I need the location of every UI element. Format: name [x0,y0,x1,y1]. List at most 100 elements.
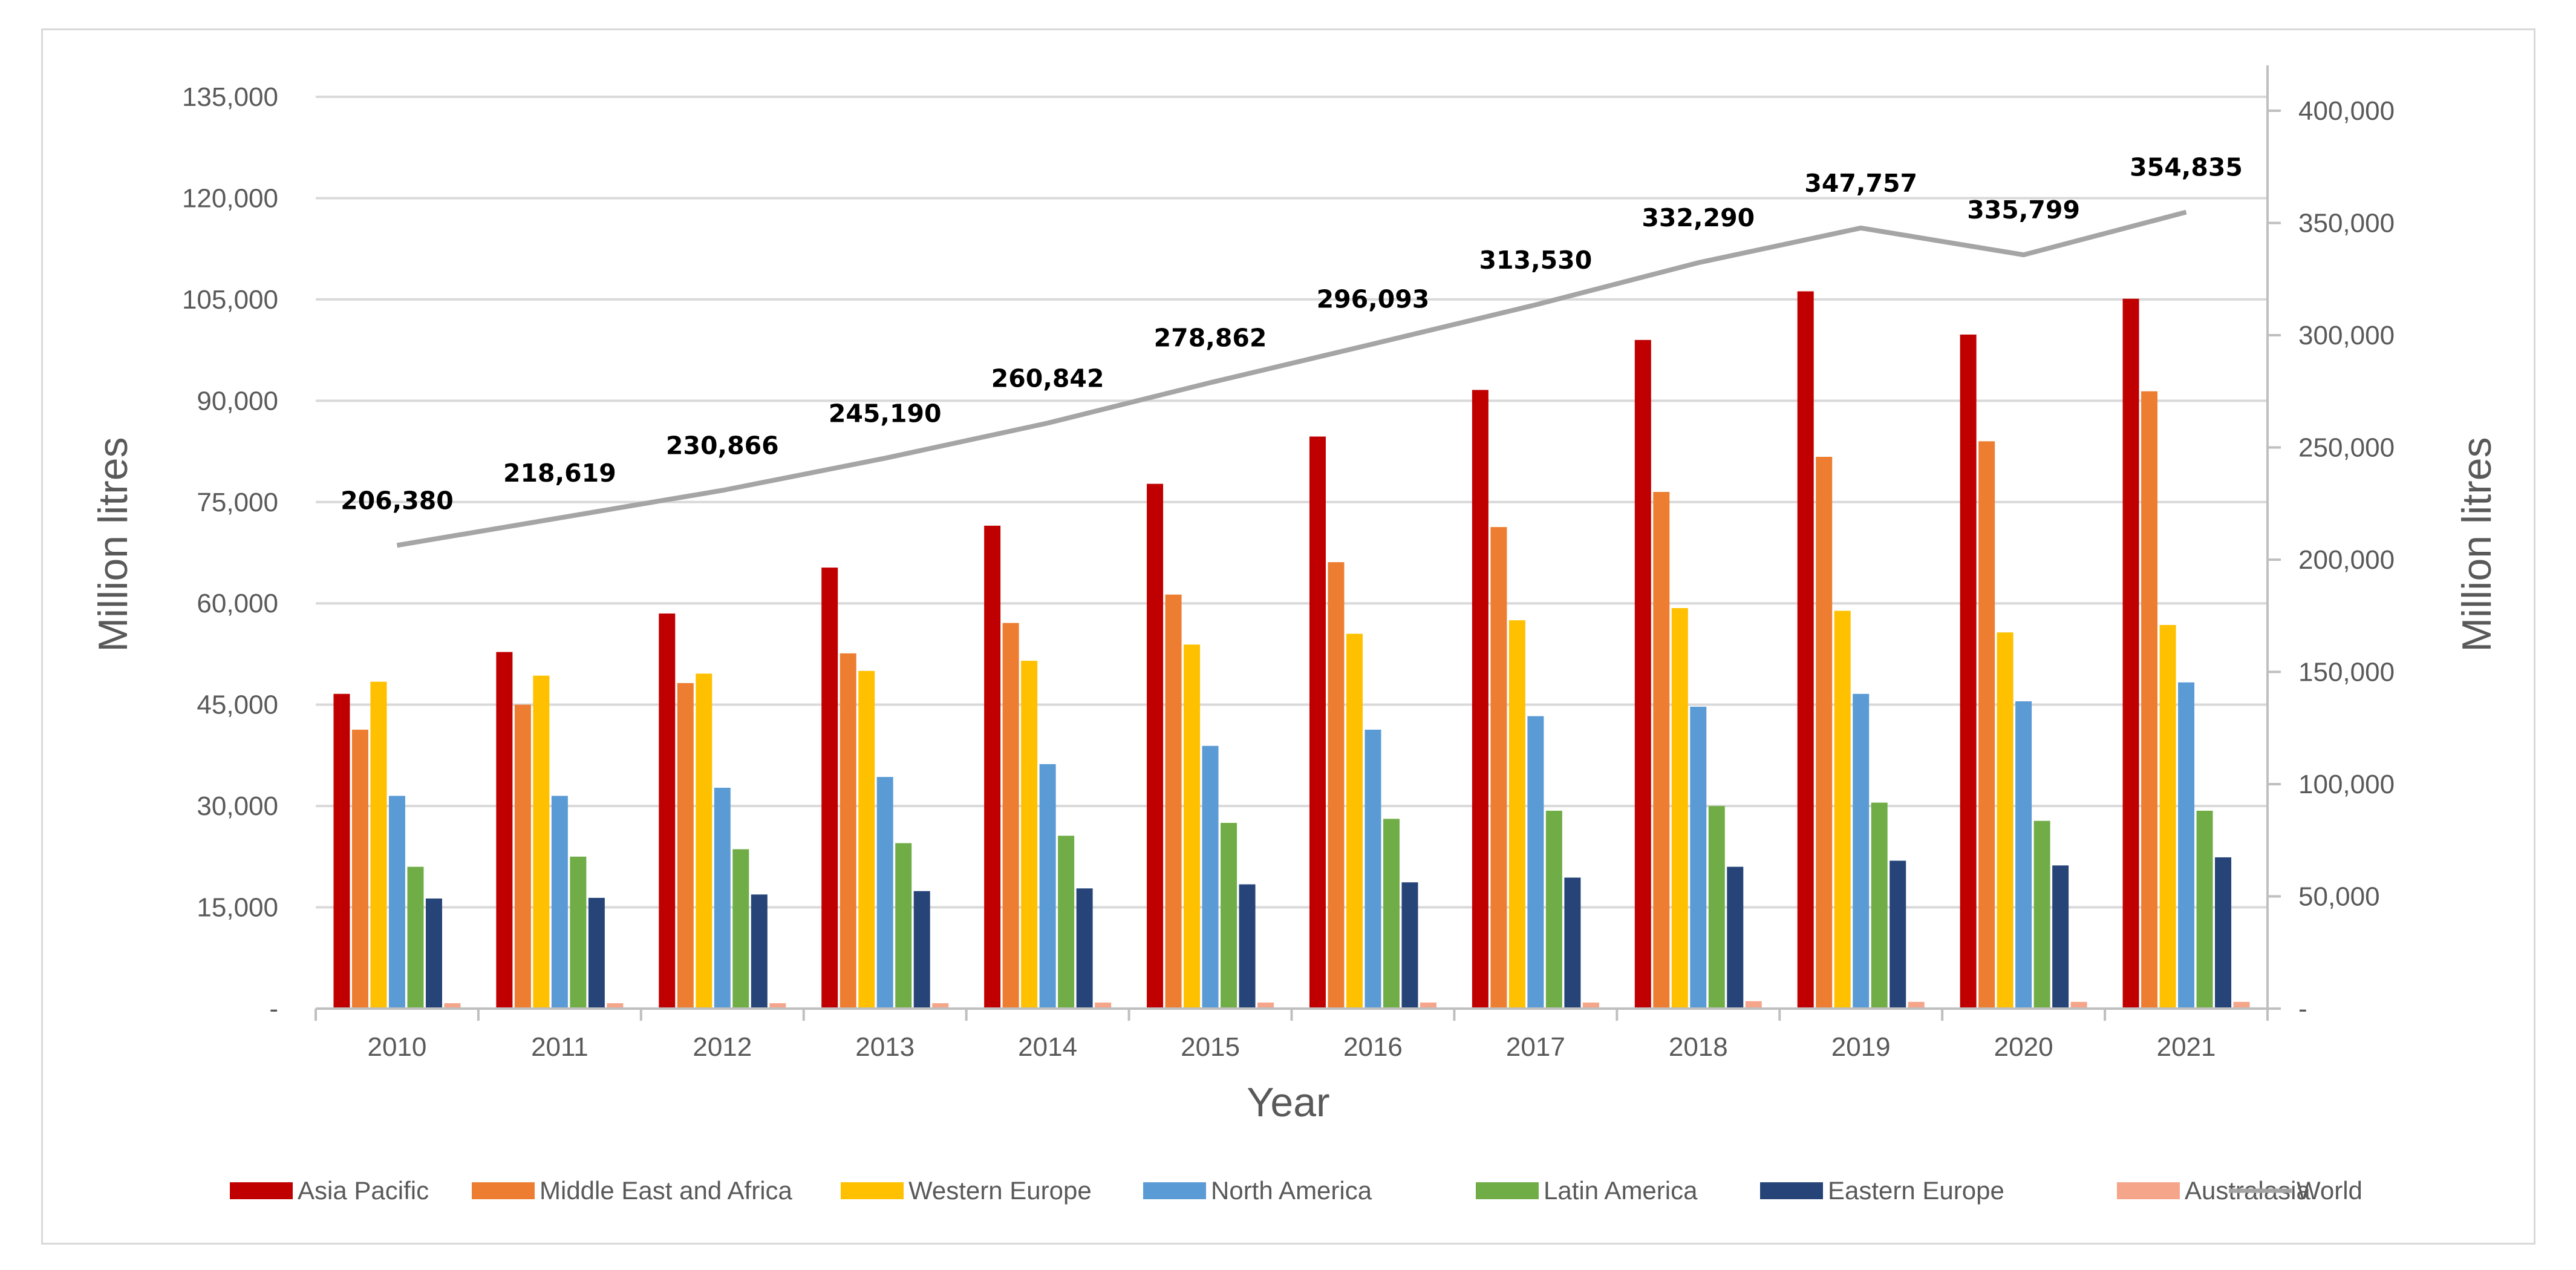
bar-eastern-europe [751,894,768,1009]
bar-latin-america [1058,836,1075,1009]
legend-swatch [1760,1182,1823,1199]
bar-western-europe [1508,620,1525,1009]
bar-asia-pacific [821,568,838,1009]
bar-latin-america [2196,810,2213,1009]
bar-eastern-europe [1076,888,1093,1009]
y2-tick-label: 250,000 [2298,433,2395,463]
bar-western-europe [2159,624,2176,1009]
legend-swatch [1143,1182,1206,1199]
bar-western-europe [858,670,875,1009]
legend-label: North America [1211,1176,1372,1205]
bar-middle-east-and-africa [1002,623,1019,1009]
bar-eastern-europe [1239,884,1256,1009]
world-data-label: 218,619 [503,459,616,488]
bar-eastern-europe [1890,860,1906,1009]
bar-asia-pacific [1309,436,1326,1009]
bar-latin-america [1383,819,1400,1009]
x-tick-label: 2014 [1018,1032,1077,1062]
y2-tick-label: 350,000 [2298,209,2395,238]
bar-western-europe [1997,632,2014,1009]
bar-western-europe [1184,644,1201,1009]
world-data-label: 332,290 [1642,203,1755,232]
bar-eastern-europe [2215,857,2232,1009]
bar-australasia [1095,1002,1112,1009]
bar-latin-america [895,843,912,1009]
legend-label: Western Europe [908,1176,1092,1205]
world-data-label: 354,835 [2130,153,2243,182]
x-tick-label: 2010 [368,1032,427,1062]
y-tick-label: 120,000 [182,183,278,213]
bar-latin-america [1871,802,1888,1009]
x-tick-label: 2012 [693,1032,752,1062]
bar-western-europe [1671,608,1688,1009]
bar-australasia [1908,1001,1925,1009]
y-tick-label: 30,000 [197,791,278,821]
bar-eastern-europe [2052,865,2069,1009]
bar-australasia [1257,1002,1274,1009]
y2-tick-label: 300,000 [2298,321,2395,350]
bar-australasia [769,1003,786,1009]
bar-north-america [1853,693,1870,1009]
y2-tick-label: 50,000 [2298,882,2380,912]
x-tick-label: 2017 [1506,1032,1565,1062]
bar-latin-america [732,849,749,1009]
bar-asia-pacific [1147,483,1164,1009]
bar-eastern-europe [588,897,605,1009]
bar-eastern-europe [1564,877,1581,1009]
world-data-label: 206,380 [341,486,454,515]
x-tick-label: 2020 [1994,1032,2053,1062]
world-data-label: 313,530 [1479,246,1593,275]
y-axis-title: Million litres [90,437,136,652]
bar-latin-america [407,866,424,1009]
world-data-label: 260,842 [991,364,1104,393]
x-tick-label: 2016 [1343,1032,1403,1062]
bar-asia-pacific [659,613,676,1009]
y-tick-label: 15,000 [197,893,278,923]
bar-western-europe [696,673,712,1009]
legend-swatch [472,1182,535,1199]
bar-latin-america [1221,823,1237,1009]
bar-australasia [2233,1001,2250,1009]
y2-tick-label: 150,000 [2298,658,2395,687]
legend-swatch [841,1182,904,1199]
bar-western-europe [1021,661,1038,1009]
bar-eastern-europe [1727,866,1744,1009]
bar-north-america [2178,682,2195,1009]
bar-australasia [932,1003,949,1009]
bar-australasia [2070,1001,2087,1009]
bar-australasia [1745,1001,1762,1009]
bar-north-america [1690,707,1707,1009]
bar-north-america [1365,729,1381,1009]
legend-swatch [2117,1182,2180,1199]
bar-middle-east-and-africa [1490,527,1507,1009]
y-tick-label: 75,000 [197,488,278,517]
bar-north-america [1039,764,1056,1009]
world-data-label: 347,757 [1804,169,1917,198]
bar-asia-pacific [1634,339,1651,1009]
x-tick-label: 2013 [855,1032,915,1062]
bar-western-europe [1834,610,1851,1009]
bar-eastern-europe [1401,882,1418,1009]
bar-north-america [876,777,893,1009]
bar-asia-pacific [333,693,350,1009]
y2-tick-label: - [2298,994,2307,1024]
y2-axis-title: Million litres [2454,437,2500,652]
bar-asia-pacific [2122,298,2139,1009]
bar-eastern-europe [913,891,930,1009]
x-axis-title: Year [1247,1079,1329,1125]
world-data-label: 335,799 [1967,195,2080,224]
bar-north-america [388,796,405,1009]
bar-australasia [1420,1002,1436,1009]
y-tick-label: 105,000 [182,285,278,315]
y-tick-label: 45,000 [197,690,278,720]
bar-asia-pacific [1797,291,1814,1009]
world-data-label: 230,866 [666,431,779,460]
bar-middle-east-and-africa [1165,594,1182,1009]
legend-swatch [230,1182,293,1199]
y-tick-label: 90,000 [197,386,278,416]
bar-western-europe [1346,633,1363,1009]
legend-label: World [2297,1176,2362,1205]
world-data-label: 278,862 [1154,323,1267,352]
bar-eastern-europe [425,898,442,1009]
